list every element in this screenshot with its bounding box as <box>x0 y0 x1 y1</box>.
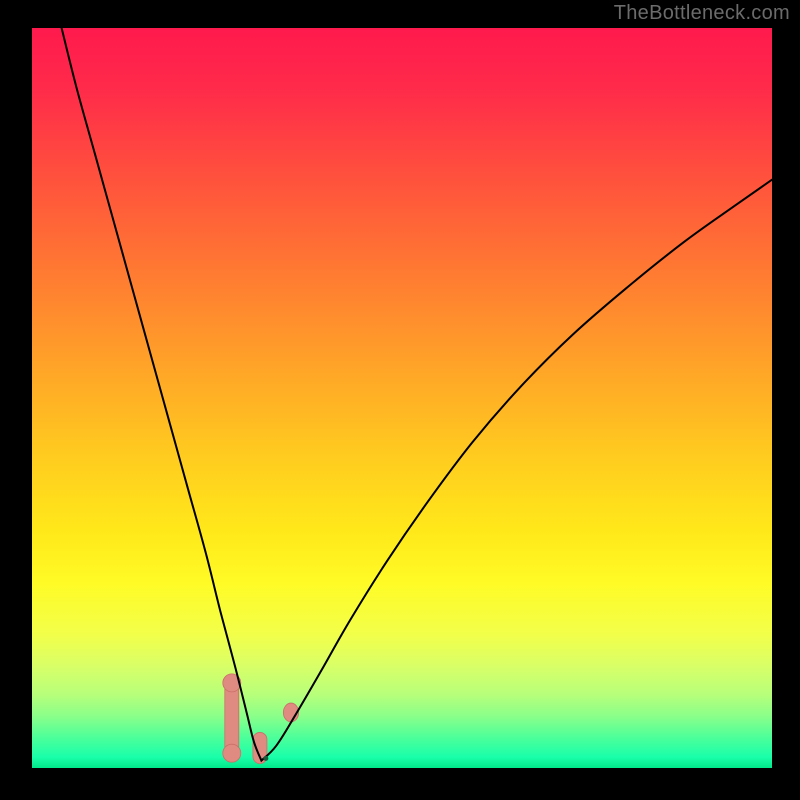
watermark-text: TheBottleneck.com <box>614 2 790 25</box>
curve-minimum-tick <box>263 756 268 761</box>
chart-svg <box>32 28 772 768</box>
bottleneck-chart <box>32 28 772 768</box>
marker-0 <box>223 674 241 762</box>
chart-background <box>32 28 772 768</box>
